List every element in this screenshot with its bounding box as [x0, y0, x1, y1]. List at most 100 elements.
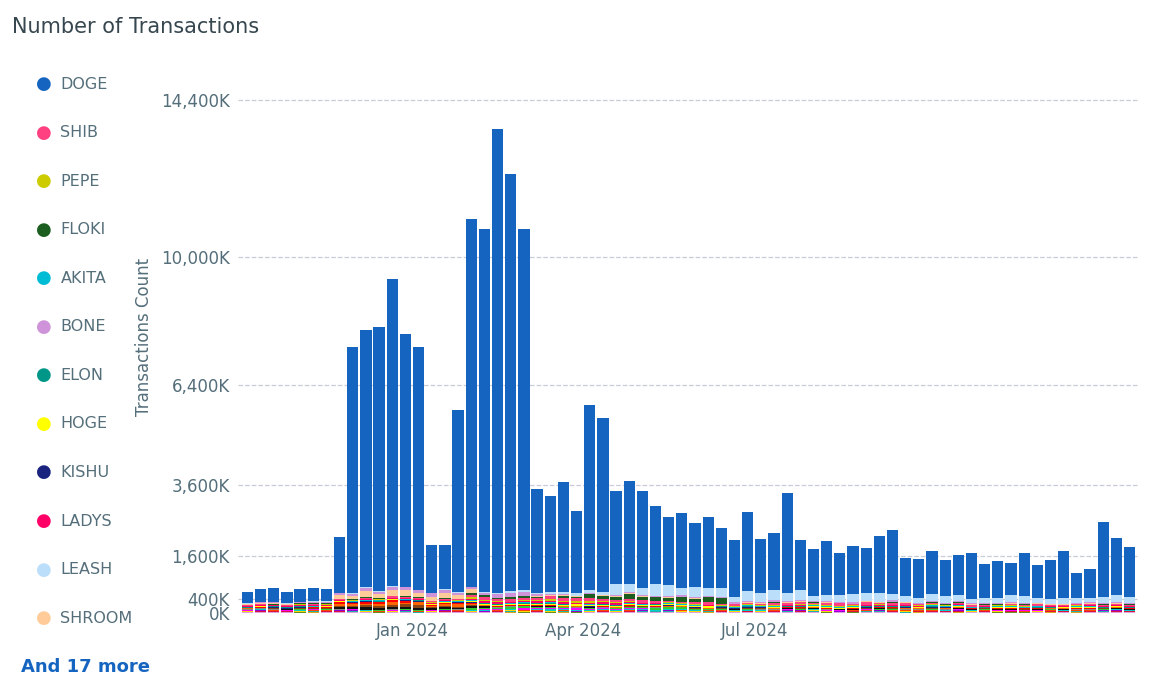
Text: ●: ● [36, 318, 52, 336]
Bar [743, 605, 753, 606]
Bar [834, 603, 846, 606]
Bar [664, 601, 674, 602]
Bar [558, 598, 569, 601]
Bar [597, 594, 609, 595]
Bar [492, 599, 503, 601]
Bar [1084, 606, 1096, 607]
Bar [505, 604, 516, 605]
Bar [479, 228, 490, 592]
Bar [492, 605, 503, 606]
Bar [479, 592, 490, 593]
Bar [755, 604, 767, 605]
Bar [676, 588, 688, 595]
Bar [966, 605, 977, 607]
Bar [847, 547, 859, 594]
Bar [466, 605, 476, 606]
Bar [847, 603, 859, 604]
Bar [874, 603, 885, 605]
Bar [492, 603, 503, 604]
Text: ●: ● [36, 124, 52, 142]
Bar [452, 605, 464, 607]
Bar [584, 590, 595, 593]
Bar [518, 607, 530, 609]
Bar [242, 603, 253, 604]
Bar [926, 601, 938, 602]
Bar [664, 596, 674, 597]
Bar [1098, 605, 1109, 606]
Bar [333, 537, 345, 592]
Bar [584, 609, 595, 610]
Bar [360, 607, 372, 609]
Bar [637, 595, 648, 596]
Bar [1124, 596, 1135, 603]
Bar [650, 506, 661, 584]
Bar [650, 597, 661, 601]
Bar [966, 603, 977, 605]
Bar [545, 496, 555, 592]
Bar [901, 596, 911, 602]
Text: ●: ● [36, 270, 52, 287]
Bar [466, 219, 476, 586]
Bar [1084, 605, 1096, 606]
Bar [597, 596, 609, 599]
Bar [518, 590, 530, 592]
Bar [479, 597, 490, 601]
Bar [610, 597, 622, 600]
Bar [452, 607, 464, 609]
Bar [558, 609, 569, 610]
Bar [426, 593, 437, 597]
Bar [637, 607, 648, 609]
Bar [980, 598, 990, 603]
Text: ●: ● [36, 173, 52, 190]
Bar [703, 588, 713, 596]
Bar [558, 482, 569, 592]
Bar [254, 602, 266, 603]
Bar [531, 592, 543, 594]
Text: FLOKI: FLOKI [60, 222, 106, 237]
Bar [426, 601, 437, 602]
Bar [755, 539, 767, 593]
Bar [254, 589, 266, 602]
Bar [584, 603, 595, 604]
Bar [452, 603, 464, 605]
Bar [584, 594, 595, 598]
Bar [610, 603, 622, 605]
Bar [531, 601, 543, 603]
Bar [505, 609, 516, 610]
Bar [992, 604, 1004, 605]
Bar [1111, 595, 1122, 602]
Bar [689, 606, 701, 607]
Bar [1098, 596, 1109, 603]
Bar [242, 604, 253, 605]
Bar [1005, 563, 1017, 595]
Bar [492, 129, 503, 593]
Bar [439, 601, 451, 602]
Bar [347, 603, 358, 605]
Bar [479, 608, 490, 609]
Bar [479, 593, 490, 595]
Bar [242, 605, 253, 606]
Bar [492, 598, 503, 599]
Bar [571, 596, 582, 599]
Bar [782, 601, 792, 602]
Bar [466, 603, 476, 605]
Bar [387, 601, 397, 602]
Bar [558, 601, 569, 603]
Bar [755, 602, 767, 603]
Bar [689, 588, 701, 597]
Bar [584, 601, 595, 603]
Text: PEPE: PEPE [60, 174, 100, 189]
Bar [913, 599, 925, 603]
Bar [1019, 606, 1030, 607]
Bar [1045, 599, 1056, 604]
Bar [545, 601, 555, 603]
Bar [1019, 553, 1030, 596]
Bar [558, 605, 569, 606]
Bar [926, 594, 938, 601]
Bar [637, 596, 648, 597]
Bar [913, 559, 925, 599]
Text: BONE: BONE [60, 319, 106, 334]
Bar [1032, 598, 1043, 603]
Bar [703, 607, 713, 608]
Bar [360, 602, 372, 604]
